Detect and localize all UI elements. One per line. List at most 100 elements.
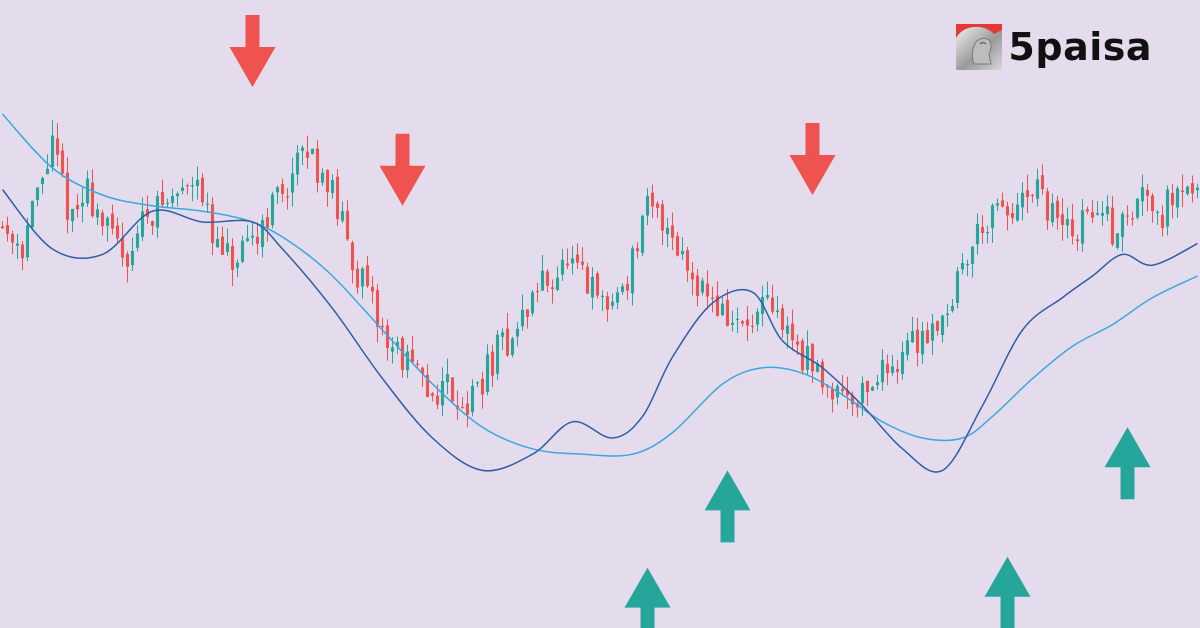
candle: [40, 176, 45, 195]
candle-body: [5, 225, 10, 234]
candle: [845, 376, 850, 409]
candle-body: [1035, 179, 1040, 199]
candle: [280, 178, 285, 203]
candle: [660, 200, 665, 246]
candle: [275, 185, 280, 204]
candle-body: [820, 361, 825, 388]
candle-body: [1155, 211, 1160, 214]
candle: [1070, 203, 1075, 245]
candle-body: [1140, 187, 1145, 202]
candle: [1130, 211, 1135, 226]
candle: [725, 289, 730, 327]
candle-body: [860, 382, 865, 404]
candle-body: [955, 271, 960, 303]
candle: [865, 380, 870, 406]
candle: [385, 319, 390, 361]
candle: [180, 178, 185, 195]
candle-body: [705, 283, 710, 297]
candle: [240, 235, 245, 264]
candle: [1145, 183, 1150, 212]
sell-arrow-down-icon: [229, 15, 276, 87]
candle: [1020, 181, 1025, 221]
candle-body: [1135, 198, 1140, 218]
candle-body: [275, 187, 280, 193]
brand-logo: 5paisa: [956, 24, 1152, 70]
candle-body: [10, 234, 15, 243]
candle: [325, 169, 330, 207]
candle-body: [790, 323, 795, 341]
candle: [985, 225, 990, 244]
candle-body: [1095, 213, 1100, 215]
candle: [880, 349, 885, 391]
candle-body: [220, 236, 225, 255]
candle: [295, 144, 300, 186]
candle: [1195, 183, 1200, 199]
candle-body: [1165, 189, 1170, 227]
candle-body: [670, 225, 675, 238]
candle-body: [490, 351, 495, 376]
sell-arrow-down-icon: [789, 123, 836, 195]
candle: [495, 329, 500, 380]
candle: [745, 305, 750, 342]
candle: [50, 120, 55, 172]
candle: [960, 253, 965, 275]
candle-body: [915, 329, 920, 353]
candle: [935, 320, 940, 336]
candle: [5, 216, 10, 242]
candle: [685, 246, 690, 283]
candle: [675, 231, 680, 257]
candle: [405, 344, 410, 378]
candle: [975, 213, 980, 255]
candle: [665, 217, 670, 248]
candle-body: [385, 325, 390, 349]
candle: [740, 319, 745, 327]
candle-body: [700, 280, 705, 293]
candle: [480, 371, 485, 409]
candle-body: [305, 151, 310, 158]
candle: [165, 198, 170, 208]
candle: [15, 233, 20, 260]
candle-body: [740, 321, 745, 324]
candlestick-series: [0, 120, 1200, 428]
candle-body: [185, 185, 190, 187]
candle-body: [330, 180, 335, 194]
candle-body: [1175, 188, 1180, 208]
candle: [335, 169, 340, 226]
candle: [105, 216, 110, 242]
candle: [885, 354, 890, 386]
candle-body: [910, 331, 915, 343]
candle-body: [30, 200, 35, 228]
candle: [290, 157, 295, 207]
candle: [605, 291, 610, 322]
candle: [485, 344, 490, 396]
candle-body: [210, 204, 215, 244]
candle-body: [480, 378, 485, 395]
candle: [995, 198, 1000, 212]
candle-body: [195, 179, 200, 187]
candle-body: [0, 226, 5, 229]
candle-body: [365, 265, 370, 287]
candle-body: [140, 211, 145, 237]
candle: [1090, 200, 1095, 224]
candle: [445, 358, 450, 395]
candle: [630, 245, 635, 306]
candle-body: [575, 254, 580, 263]
candle: [690, 261, 695, 296]
candle-body: [640, 215, 645, 253]
candle-body: [600, 295, 605, 297]
candle: [1125, 205, 1130, 226]
candle-body: [155, 196, 160, 228]
candle: [895, 359, 900, 384]
candle-body: [350, 242, 355, 271]
candle-body: [730, 322, 735, 325]
candle: [1185, 185, 1190, 196]
candle-body: [465, 403, 470, 415]
candle-body: [940, 315, 945, 335]
candle: [730, 310, 735, 332]
candle: [365, 256, 370, 288]
candle: [475, 381, 480, 388]
candle-body: [540, 270, 545, 291]
candle: [780, 303, 785, 339]
candle-body: [725, 300, 730, 326]
buy-arrow-up-icon: [624, 567, 671, 628]
